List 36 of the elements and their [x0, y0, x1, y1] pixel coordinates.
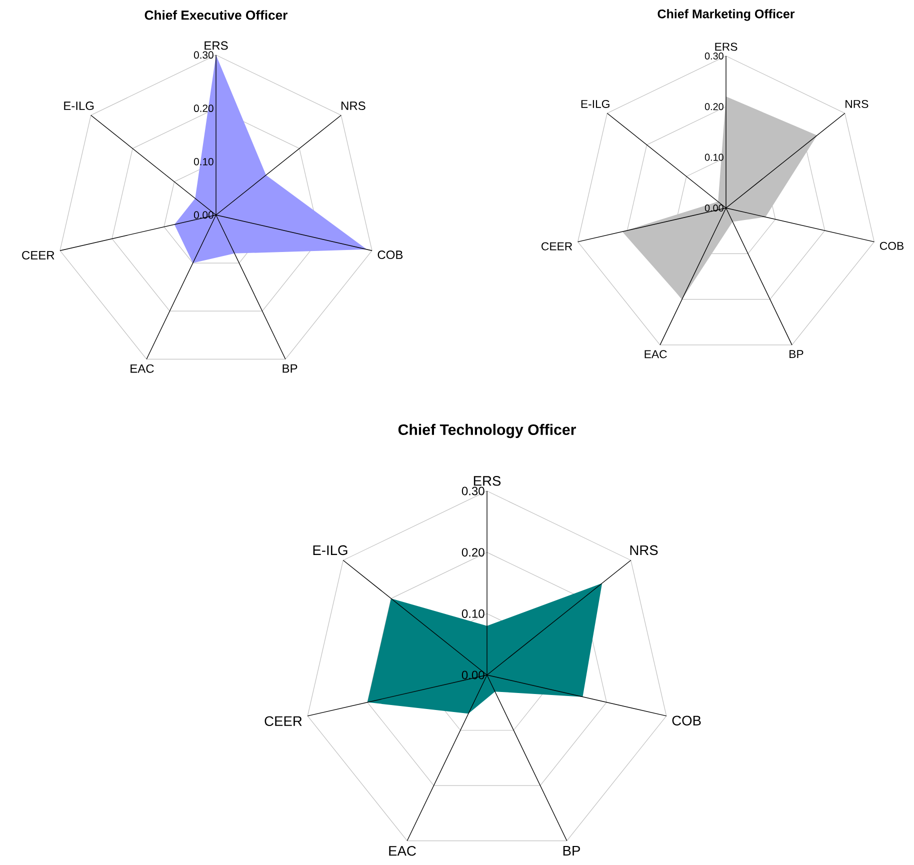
- chart-title: Chief Executive Officer: [144, 10, 288, 20]
- spoke-label: ERS: [204, 41, 228, 50]
- spoke-label: COB: [880, 242, 904, 250]
- spoke-label: COB: [672, 716, 701, 726]
- spoke-label: EAC: [644, 350, 667, 358]
- spoke-label: E-ILG: [313, 545, 348, 556]
- chart-title: Chief Marketing Officer: [658, 9, 795, 21]
- chart-title: Chief Technology Officer: [398, 424, 576, 438]
- y-tick-label: 0.20: [704, 103, 724, 110]
- spoke-label: NRS: [846, 100, 868, 108]
- spoke-label: ERS: [715, 42, 738, 51]
- spoke-label: EAC: [130, 364, 154, 373]
- spoke-label: BP: [282, 364, 298, 373]
- y-tick-label: 0.00: [194, 211, 214, 219]
- y-tick-label: 0.10: [194, 158, 214, 166]
- spoke-label: BP: [790, 350, 804, 358]
- y-tick-label: 0.30: [704, 52, 724, 60]
- spoke-label: E-ILG: [581, 100, 610, 108]
- y-tick-label: 0.10: [462, 609, 484, 618]
- spoke-label: NRS: [342, 102, 366, 110]
- spoke-label: CEER: [264, 716, 302, 726]
- spoke-label: CEER: [542, 242, 572, 250]
- spoke-label: COB: [378, 250, 403, 260]
- y-tick-label: 0.30: [462, 486, 484, 496]
- y-tick-label: 0.00: [462, 670, 484, 680]
- spoke-label: ERS: [474, 476, 501, 486]
- spoke-label: CEER: [22, 251, 54, 260]
- spoke-label: E-ILG: [64, 102, 94, 110]
- spoke-label: BP: [563, 846, 580, 856]
- y-tick-label: 0.30: [194, 51, 214, 59]
- y-tick-label: 0.10: [704, 154, 724, 161]
- spoke-label: EAC: [389, 846, 416, 856]
- y-tick-label: 0.20: [194, 104, 214, 112]
- y-tick-label: 0.20: [462, 548, 484, 557]
- spoke-label: NRS: [630, 545, 658, 556]
- y-tick-label: 0.00: [704, 204, 724, 212]
